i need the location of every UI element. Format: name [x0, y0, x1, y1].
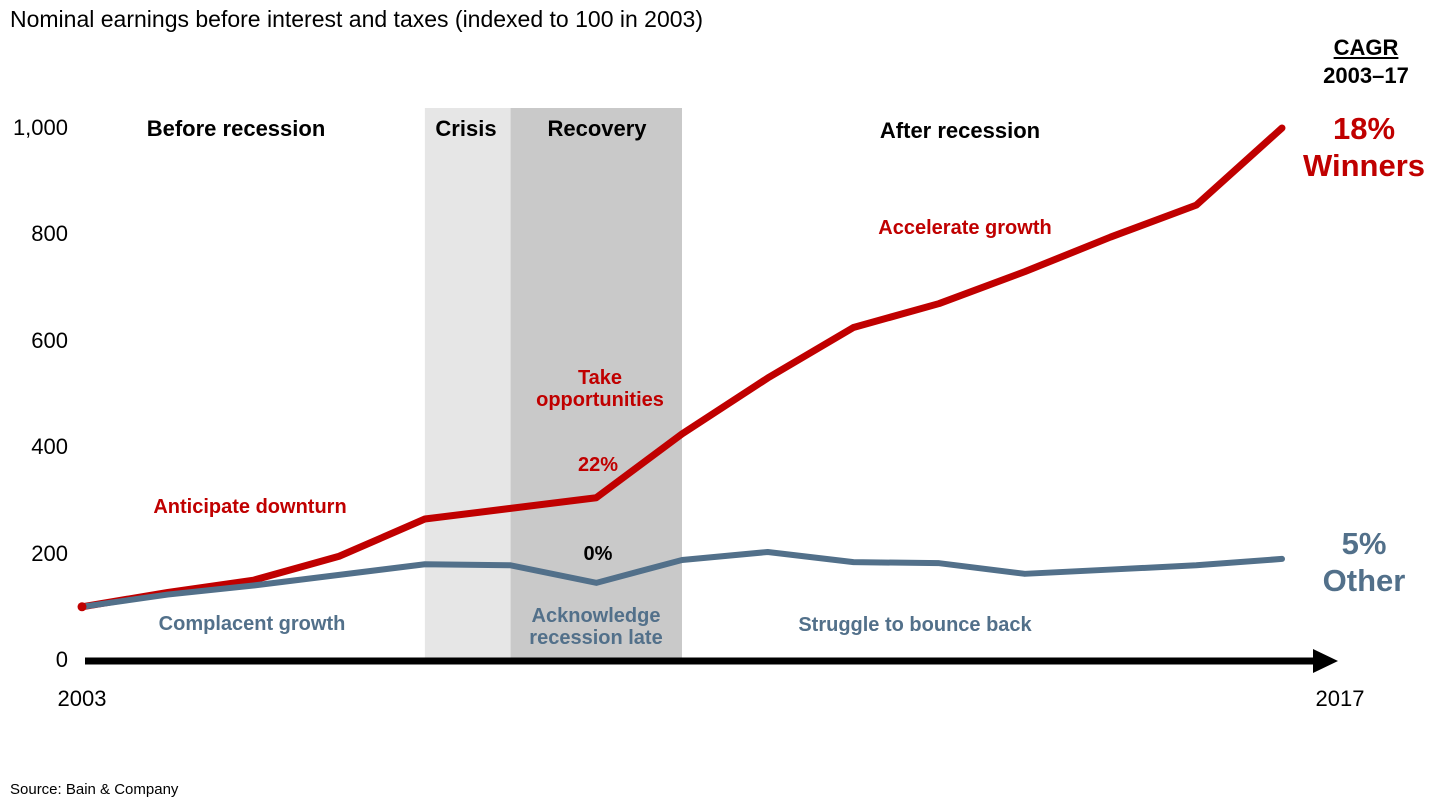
winners-series-name: Winners: [1302, 148, 1426, 183]
annotation-22: 22%: [577, 454, 619, 476]
y-tick-label-0: 0: [55, 647, 68, 672]
phase-label-crisis: Crisis: [435, 116, 497, 141]
other-series-label: 5% Other: [1288, 525, 1440, 599]
y-tick-label-800: 800: [31, 221, 68, 247]
phase-label-before-recession: Before recession: [146, 116, 326, 141]
annotation-accelerate-growth: Accelerate growth: [878, 217, 1052, 239]
phase-label-recovery: Recovery: [547, 116, 647, 141]
x-axis-label-2017: 2017: [1315, 686, 1365, 711]
source-note: Source: Bain & Company: [10, 781, 179, 798]
other-series-name: Other: [1322, 563, 1406, 598]
y-tick-label-600: 600: [31, 327, 68, 353]
other-line: [79, 549, 1285, 610]
winners-series-label: 18% Winners: [1288, 110, 1440, 184]
crisis-band: [424, 108, 511, 658]
winners-cagr-value: 18%: [1332, 111, 1396, 146]
other-cagr-value: 5%: [1341, 526, 1387, 561]
annotation-struggle-to-bounce-back: Struggle to bounce back: [798, 614, 1032, 636]
annotation-anticipate-downturn: Anticipate downturn: [153, 496, 347, 518]
annotation-acknowledge-recession-late: Acknowledge recession late: [529, 605, 663, 649]
cagr-label: CAGR: [1333, 35, 1399, 60]
y-tick-label-200: 200: [31, 540, 68, 566]
x-axis-arrowhead: [1313, 649, 1338, 673]
cagr-period: 2003–17: [1323, 63, 1409, 88]
x-axis-label-2003: 2003: [57, 686, 107, 711]
y-tick-label-1-000: 1,000: [12, 115, 68, 140]
annotation-0: 0%: [583, 543, 613, 565]
annotation-take-opportunities: Take opportunities: [536, 367, 664, 411]
cagr-header: CAGR 2003–17: [1292, 34, 1440, 90]
phase-label-after-recession: After recession: [879, 118, 1041, 143]
winners-line: [78, 124, 1286, 611]
series-start-dot: [77, 602, 87, 612]
annotation-complacent-growth: Complacent growth: [158, 613, 346, 635]
y-tick-label-400: 400: [31, 434, 68, 460]
chart-title: Nominal earnings before interest and tax…: [10, 6, 703, 32]
